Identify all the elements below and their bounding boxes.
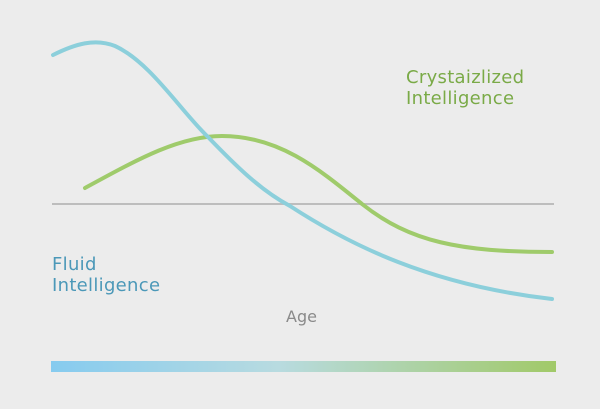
crystallized-label-line1: Crystaizlized xyxy=(406,67,525,88)
fluid-label-line2: Intelligence xyxy=(52,275,161,296)
fluid-intelligence-label: Fluid Intelligence xyxy=(52,254,160,296)
crystallized-intelligence-label: Crystaizlized Intelligence xyxy=(406,67,524,109)
fluid-label-line1: Fluid xyxy=(52,254,97,275)
crystallized-label-line2: Intelligence xyxy=(406,88,515,109)
crystallized-intelligence-curve xyxy=(83,133,554,254)
gradient-bar xyxy=(51,361,556,372)
x-axis-label: Age xyxy=(286,307,317,326)
fluid-intelligence-curve xyxy=(51,40,554,301)
